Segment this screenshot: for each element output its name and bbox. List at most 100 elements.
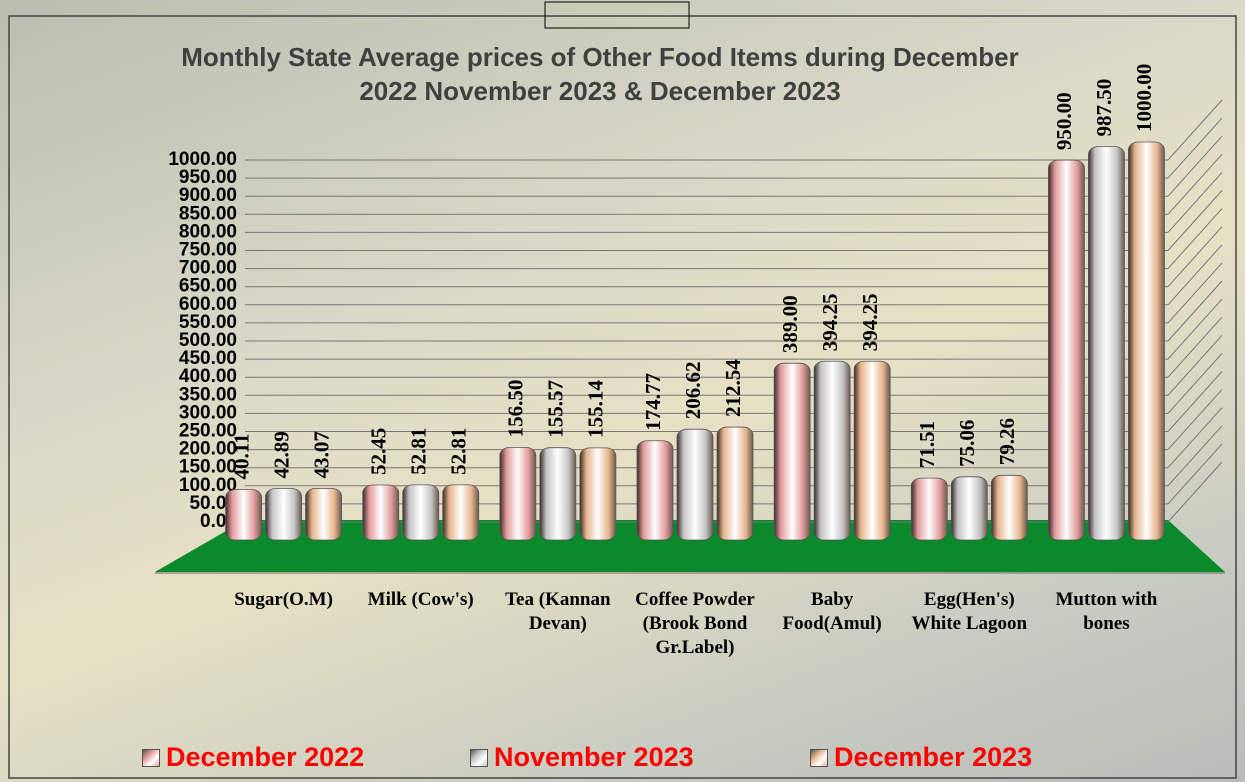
bar xyxy=(579,447,617,541)
y-tick-label: 800.00 xyxy=(179,221,237,242)
y-tick-label: 150.00 xyxy=(179,457,237,478)
legend-label: November 2023 xyxy=(494,742,694,772)
y-tick-label: 700.00 xyxy=(179,258,237,279)
data-label: 52.81 xyxy=(447,428,471,475)
grid-line-side xyxy=(1167,353,1223,414)
y-tick-label: 650.00 xyxy=(179,276,237,297)
data-label: 156.50 xyxy=(504,380,528,438)
y-tick-label: 450.00 xyxy=(179,348,237,369)
grid-line-side xyxy=(1167,389,1223,450)
data-label: 389.00 xyxy=(778,295,802,353)
bar xyxy=(813,360,851,541)
data-label: 40.11 xyxy=(229,433,253,479)
grid-line-side xyxy=(1167,334,1223,396)
grid-line-side xyxy=(1167,117,1223,179)
y-tick-label: 900.00 xyxy=(179,185,237,206)
grid-line-side xyxy=(1167,208,1223,269)
data-label: 950.00 xyxy=(1052,92,1076,150)
bar xyxy=(539,447,577,541)
legend-swatch xyxy=(810,748,828,767)
y-tick-label: 550.00 xyxy=(179,312,237,333)
header-box xyxy=(544,1,690,29)
grid-line-side xyxy=(1167,190,1223,251)
grid-line-side xyxy=(1167,425,1223,487)
x-tick-label: Sugar(O.M) xyxy=(234,589,333,610)
legend-entry: November 2023 xyxy=(470,742,694,773)
data-label: 174.77 xyxy=(641,373,665,431)
grid-line-side xyxy=(1167,407,1223,469)
data-label: 155.57 xyxy=(544,380,568,438)
data-label: 987.50 xyxy=(1092,79,1116,137)
bar xyxy=(442,484,480,541)
bar xyxy=(1128,141,1165,541)
bar xyxy=(1048,159,1085,541)
grid-line-side xyxy=(1167,461,1223,523)
y-tick-label: 50.00 xyxy=(189,493,237,514)
data-label: 206.62 xyxy=(681,361,705,419)
bar xyxy=(716,426,754,541)
bar xyxy=(990,474,1028,541)
bar xyxy=(853,360,891,541)
grid-line-side xyxy=(1167,153,1223,215)
y-tick-label: 600.00 xyxy=(179,294,237,315)
x-tick-label: Milk (Cow's) xyxy=(367,589,474,610)
frame xyxy=(8,15,1237,779)
bar xyxy=(950,476,988,541)
data-label: 75.06 xyxy=(955,420,979,467)
data-label: 394.25 xyxy=(858,294,882,352)
data-label: 79.26 xyxy=(995,418,1019,465)
bar xyxy=(362,484,400,541)
y-tick-label: 200.00 xyxy=(179,439,237,460)
bar xyxy=(676,428,714,541)
y-tick-label: 950.00 xyxy=(179,167,237,188)
grid-line-side xyxy=(1167,226,1223,288)
legend-entry: December 2022 xyxy=(142,742,364,773)
grid-line-side xyxy=(1167,443,1223,505)
y-tick-label: 350.00 xyxy=(179,384,237,405)
y-tick-label: 250.00 xyxy=(179,421,237,442)
legend-swatch xyxy=(470,748,488,767)
grid-line-side xyxy=(1167,262,1223,324)
bar xyxy=(499,446,537,541)
grid-line-side xyxy=(1167,280,1223,342)
y-tick-label: 100.00 xyxy=(179,475,237,496)
grid-line-side xyxy=(1167,135,1223,197)
x-tick-label: Egg(Hen's) White Lagoon xyxy=(911,589,1028,634)
legend-label: December 2022 xyxy=(166,742,365,772)
y-tick-label: 750.00 xyxy=(179,240,237,261)
legend-swatch xyxy=(142,748,160,767)
data-label: 1000.00 xyxy=(1132,64,1156,132)
grid-line-side xyxy=(1167,371,1223,432)
grid-line-side xyxy=(1167,244,1223,306)
data-label: 71.51 xyxy=(915,421,939,468)
y-tick-label: 850.00 xyxy=(179,203,237,224)
legend-entry: December 2023 xyxy=(810,742,1032,773)
x-tick-label: Mutton with bones xyxy=(1055,589,1158,634)
x-tick-label: Baby Food(Amul) xyxy=(782,589,882,634)
x-tick-label: Coffee Powder (Brook Bond Gr.Label) xyxy=(635,589,755,658)
y-tick-label: 1000.00 xyxy=(168,149,237,170)
x-tick-label: Tea (Kannan Devan) xyxy=(505,589,611,634)
bar xyxy=(636,440,674,541)
grid-line-side xyxy=(1167,316,1223,378)
grid-line-side xyxy=(1167,172,1223,233)
bar xyxy=(402,484,440,541)
data-label: 52.45 xyxy=(367,428,391,475)
legend-label: December 2023 xyxy=(834,742,1033,772)
data-label: 394.25 xyxy=(818,294,842,352)
bar xyxy=(305,488,342,541)
grid-line-side xyxy=(1167,99,1223,161)
data-label: 155.14 xyxy=(584,380,608,438)
data-label: 52.81 xyxy=(407,428,431,475)
y-tick-label: 500.00 xyxy=(179,330,237,351)
bar xyxy=(910,477,948,541)
data-label: 42.89 xyxy=(269,431,293,478)
bar xyxy=(225,489,262,541)
y-tick-label: 300.00 xyxy=(179,402,237,423)
chart-title: Monthly State Average prices of Other Fo… xyxy=(181,42,1019,106)
y-tick-label: 400.00 xyxy=(179,366,237,387)
bar xyxy=(773,362,811,541)
bar xyxy=(265,488,302,541)
